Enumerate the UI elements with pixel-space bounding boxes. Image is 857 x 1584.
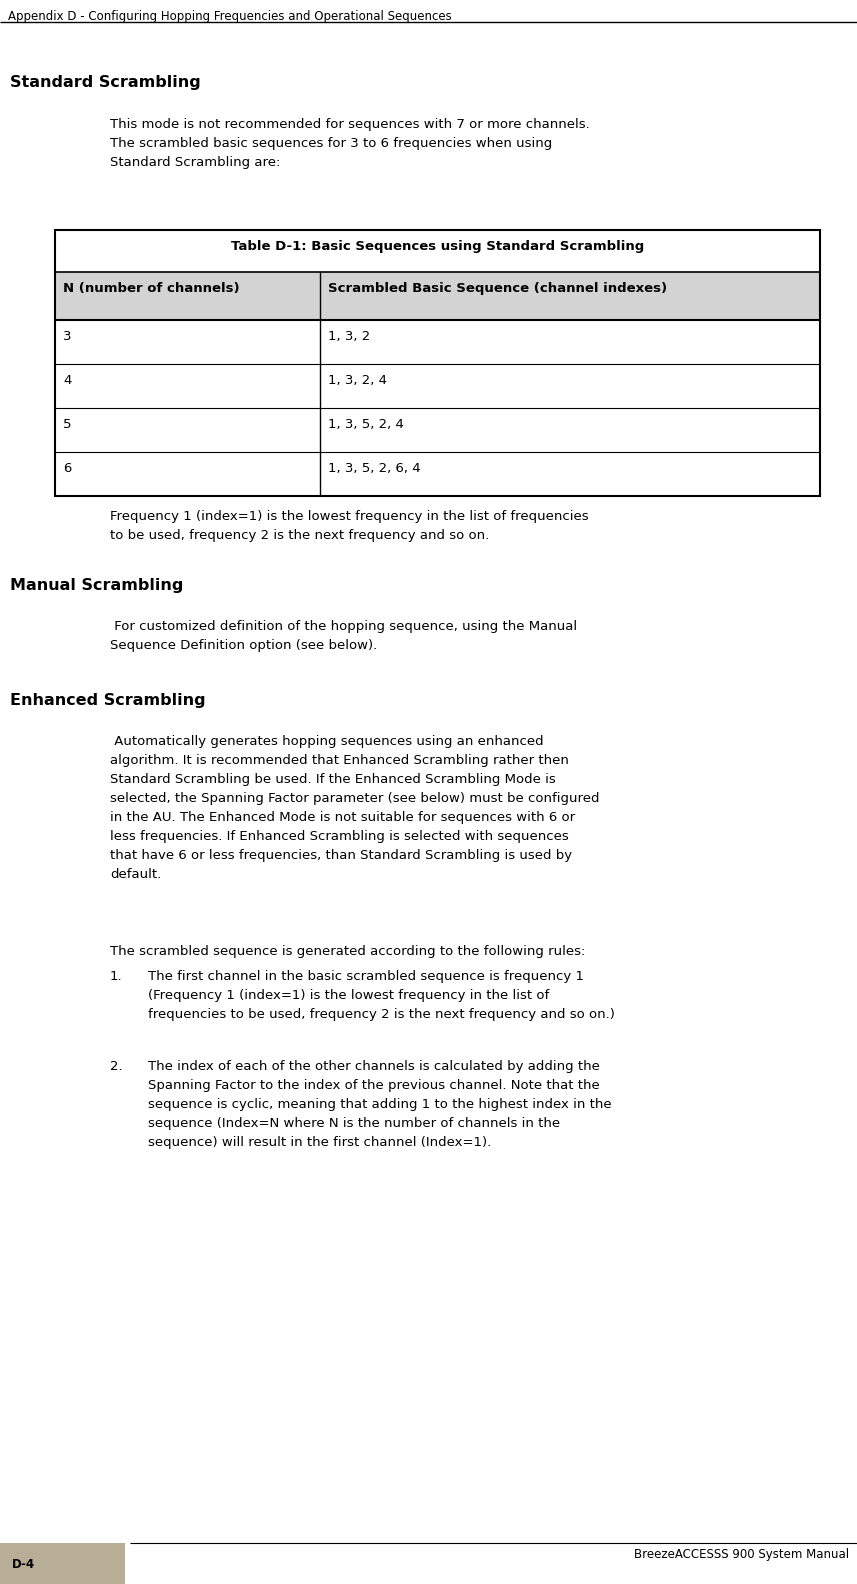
- Text: Automatically generates hopping sequences using an enhanced
algorithm. It is rec: Automatically generates hopping sequence…: [110, 735, 600, 881]
- Text: 4: 4: [63, 374, 71, 386]
- Text: BreezeACCESSS 900 System Manual: BreezeACCESSS 900 System Manual: [634, 1548, 849, 1560]
- Bar: [55, 230, 820, 272]
- Bar: [55, 451, 820, 496]
- Text: Table D-1: Basic Sequences using Standard Scrambling: Table D-1: Basic Sequences using Standar…: [231, 241, 644, 253]
- Text: The index of each of the other channels is calculated by adding the
Spanning Fac: The index of each of the other channels …: [148, 1060, 612, 1148]
- Bar: [55, 272, 820, 320]
- Text: 1, 3, 5, 2, 6, 4: 1, 3, 5, 2, 6, 4: [328, 463, 421, 475]
- Text: 1, 3, 5, 2, 4: 1, 3, 5, 2, 4: [328, 418, 404, 431]
- Text: 5: 5: [63, 418, 71, 431]
- Bar: [55, 364, 820, 409]
- Text: Appendix D - Configuring Hopping Frequencies and Operational Sequences: Appendix D - Configuring Hopping Frequen…: [8, 10, 452, 24]
- Bar: [0, 1543, 125, 1584]
- Text: D-4: D-4: [12, 1559, 35, 1571]
- Text: 1.: 1.: [110, 969, 123, 984]
- Text: The scrambled sequence is generated according to the following rules:: The scrambled sequence is generated acco…: [110, 946, 585, 958]
- Bar: [55, 409, 820, 451]
- Text: Frequency 1 (index=1) is the lowest frequency in the list of frequencies
to be u: Frequency 1 (index=1) is the lowest freq…: [110, 510, 589, 542]
- Text: The first channel in the basic scrambled sequence is frequency 1
(Frequency 1 (i: The first channel in the basic scrambled…: [148, 969, 614, 1022]
- Text: Scrambled Basic Sequence (channel indexes): Scrambled Basic Sequence (channel indexe…: [328, 282, 667, 295]
- Text: This mode is not recommended for sequences with 7 or more channels.
The scramble: This mode is not recommended for sequenc…: [110, 117, 590, 169]
- Text: Enhanced Scrambling: Enhanced Scrambling: [10, 694, 206, 708]
- Text: 6: 6: [63, 463, 71, 475]
- Bar: [55, 320, 820, 364]
- Text: For customized definition of the hopping sequence, using the Manual
Sequence Def: For customized definition of the hopping…: [110, 619, 577, 653]
- Text: 3: 3: [63, 329, 71, 344]
- Text: 2.: 2.: [110, 1060, 123, 1072]
- Text: Standard Scrambling: Standard Scrambling: [10, 74, 201, 90]
- Text: N (number of channels): N (number of channels): [63, 282, 240, 295]
- Text: 1, 3, 2: 1, 3, 2: [328, 329, 370, 344]
- Bar: [55, 230, 820, 496]
- Text: 1, 3, 2, 4: 1, 3, 2, 4: [328, 374, 387, 386]
- Text: Manual Scrambling: Manual Scrambling: [10, 578, 183, 592]
